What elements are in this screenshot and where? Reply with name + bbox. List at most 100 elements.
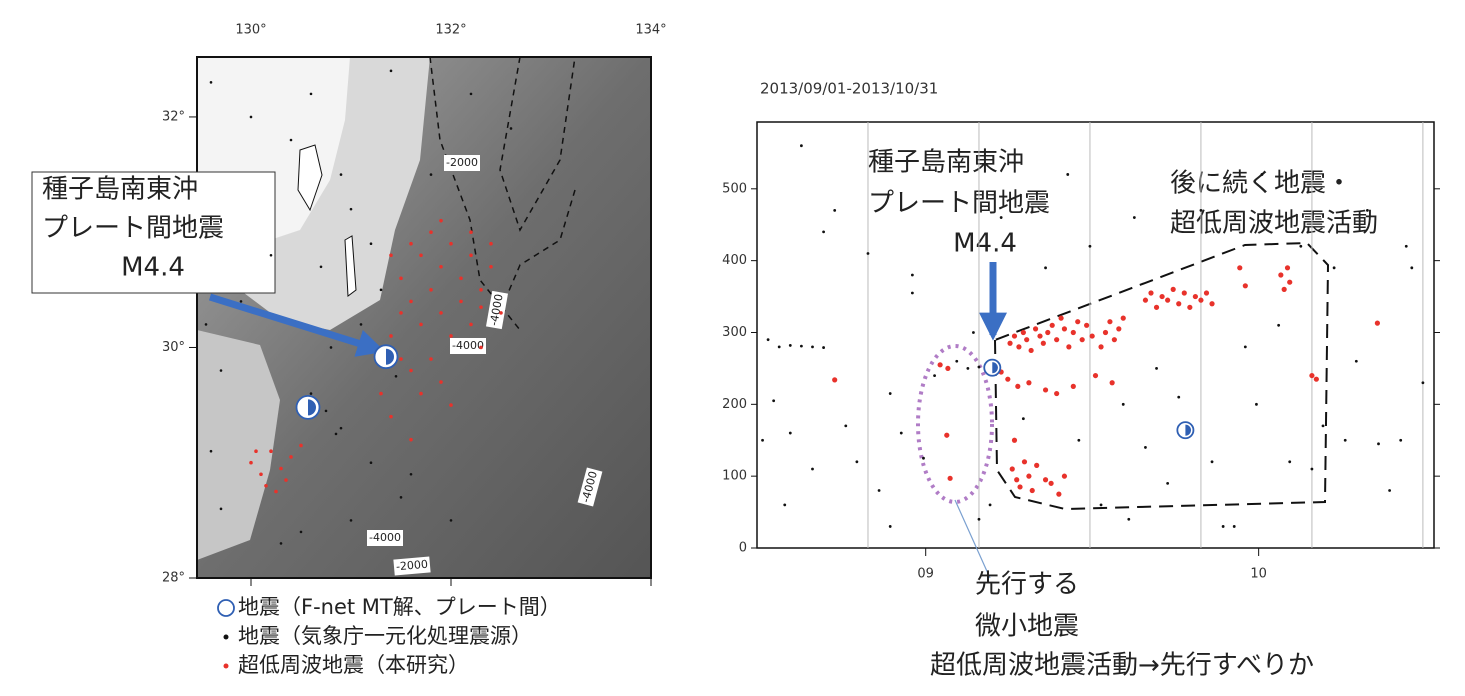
point [1144, 446, 1147, 449]
point [264, 484, 268, 488]
point [449, 334, 453, 338]
point [390, 70, 393, 73]
callout-text: プレート間地震 [42, 214, 224, 244]
point [205, 323, 208, 326]
point [832, 377, 837, 382]
legend-label: 超低周波地震（本研究） [238, 653, 469, 677]
point [911, 292, 914, 295]
point [889, 392, 892, 395]
point [833, 209, 836, 212]
point [783, 503, 786, 506]
point [470, 93, 473, 96]
point [449, 403, 453, 407]
point [360, 323, 363, 326]
point [1282, 287, 1287, 292]
point [1237, 265, 1242, 270]
point [469, 323, 473, 327]
point [370, 242, 373, 245]
point [1399, 439, 1402, 442]
point [380, 289, 383, 292]
point [409, 438, 413, 442]
scatter-panel: 2013/09/01-2013/10/31 種子島南東沖 プレート間地震 M4.… [722, 80, 1440, 681]
point [1366, 209, 1369, 212]
point [409, 369, 413, 373]
point [399, 311, 403, 315]
point [1030, 488, 1035, 493]
point [1049, 481, 1054, 486]
point [439, 265, 443, 269]
point [1062, 326, 1067, 331]
point [399, 277, 403, 281]
annotation: 超低周波地震活動→先行すべりか [930, 651, 1314, 681]
point [1309, 373, 1314, 378]
legend-label: 地震（気象庁一元化処理震源） [238, 624, 532, 648]
point [1277, 324, 1280, 327]
point [1285, 265, 1290, 270]
point [1026, 474, 1031, 479]
point [1012, 438, 1017, 443]
point [844, 424, 847, 427]
point [429, 357, 433, 361]
point [1410, 266, 1413, 269]
point [1016, 344, 1021, 349]
point [1255, 403, 1258, 406]
point [1143, 298, 1148, 303]
point [1405, 245, 1408, 248]
point [1198, 298, 1203, 303]
precursor-ellipse [918, 346, 992, 502]
point [1148, 290, 1153, 295]
point [1112, 337, 1117, 342]
y-tick-label: 200 [722, 397, 747, 412]
point [274, 490, 278, 494]
point [767, 338, 770, 341]
point [1012, 333, 1017, 338]
point [1121, 316, 1126, 321]
point [1093, 373, 1098, 378]
point [1066, 173, 1069, 176]
contour-label: -4000 [369, 531, 401, 544]
beachball [984, 360, 1000, 376]
point [1177, 396, 1180, 399]
point [867, 252, 870, 255]
point [1043, 387, 1048, 392]
point [945, 366, 950, 371]
point [479, 305, 483, 309]
point [1062, 474, 1067, 479]
point [822, 231, 825, 234]
point [469, 230, 473, 234]
x-tick-label: 09 [917, 567, 934, 582]
point [350, 519, 353, 522]
point [1066, 344, 1071, 349]
point [469, 253, 473, 257]
point [1159, 294, 1164, 299]
point [335, 433, 338, 436]
point [410, 473, 413, 476]
point [419, 323, 423, 327]
point [370, 461, 373, 464]
point [300, 531, 303, 534]
point [310, 93, 313, 96]
point [900, 432, 903, 435]
map-panel: 種子島南東沖 プレート間地震 M4.4 130°132°134°28°30°32… [32, 23, 667, 678]
point [1278, 272, 1283, 277]
point [280, 542, 283, 545]
contour-label: -2000 [395, 558, 428, 574]
point [1071, 384, 1076, 389]
point [1022, 417, 1025, 420]
point [1182, 290, 1187, 295]
point [1107, 319, 1112, 324]
point [1021, 330, 1026, 335]
point [1098, 344, 1103, 349]
activity-outline [995, 243, 1328, 509]
point [419, 253, 423, 257]
point [340, 173, 343, 176]
y-tick-label: 100 [722, 469, 747, 484]
point [1187, 305, 1192, 310]
x-tick-label: 132° [435, 23, 466, 38]
point [389, 334, 393, 338]
point [1176, 301, 1181, 306]
chart-title: 2013/09/01-2013/10/31 [760, 80, 938, 98]
point [1075, 319, 1080, 324]
point [1127, 518, 1130, 521]
point [1211, 460, 1214, 463]
